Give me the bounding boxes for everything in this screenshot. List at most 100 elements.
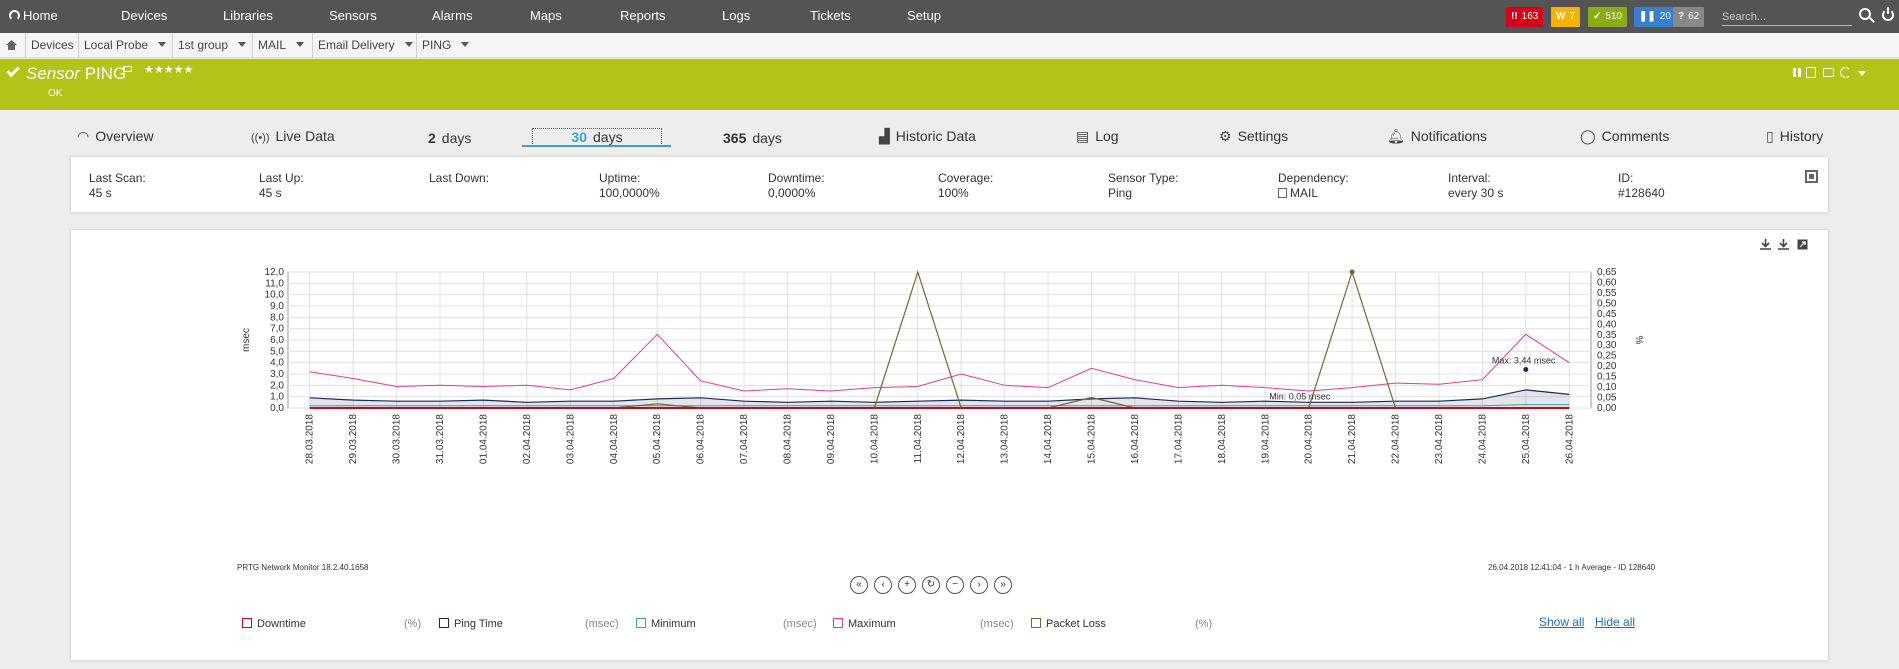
dependency-link[interactable]: MAIL xyxy=(1278,186,1349,201)
breadcrumb-local-probe[interactable]: Local Probe xyxy=(78,33,167,58)
breadcrumb-mail[interactable]: MAIL xyxy=(252,33,305,58)
device-icon xyxy=(1278,188,1287,198)
zoom-in-button[interactable]: + xyxy=(898,576,916,594)
tab-365-days[interactable]: 365 days xyxy=(723,130,782,146)
show-all-link[interactable]: Show all xyxy=(1539,615,1585,629)
nav-libraries[interactable]: Libraries xyxy=(223,8,273,23)
tab-2-days[interactable]: 2 days xyxy=(428,130,472,146)
hide-all-link[interactable]: Hide all xyxy=(1595,615,1636,629)
series-line-maximum xyxy=(309,333,1570,392)
home-gauge-icon xyxy=(9,10,20,21)
checkbox-checked-icon[interactable] xyxy=(439,618,449,628)
y-tick-label: 10,0 xyxy=(265,290,285,301)
logout-power-icon[interactable] xyxy=(1882,7,1894,21)
x-tick-label: 18.04.2018 xyxy=(1217,414,1228,464)
max-marker xyxy=(1523,366,1529,372)
breadcrumb-ping[interactable]: PING xyxy=(416,33,470,58)
unknown-badge[interactable]: ? 62 xyxy=(1673,7,1705,27)
chevron-down-icon[interactable] xyxy=(158,42,167,47)
refresh-icon[interactable] xyxy=(1840,67,1851,78)
legend-packet-loss[interactable]: Packet Loss (%) xyxy=(1031,618,1212,630)
y2-tick-label: 0,30 xyxy=(1597,340,1617,351)
home-icon[interactable] xyxy=(6,40,17,50)
tab-notifications[interactable]: 🔔︎ Notifications xyxy=(1387,128,1488,144)
chevron-down-icon[interactable] xyxy=(461,42,470,47)
y2-tick-label: 0,10 xyxy=(1597,382,1617,393)
nav-logs[interactable]: Logs xyxy=(722,8,751,23)
chevron-down-icon[interactable] xyxy=(238,42,247,47)
tab-30-days[interactable]: 30 days xyxy=(532,128,662,146)
tab-comments[interactable]: ◯ Comments xyxy=(1580,128,1670,144)
history-doc-icon: ▯ xyxy=(1766,128,1774,144)
y-tick-label: 7,0 xyxy=(270,324,284,335)
legend-downtime[interactable]: Downtime (%) xyxy=(242,618,421,630)
nav-first-button[interactable]: « xyxy=(850,576,868,594)
clone-icon[interactable] xyxy=(1806,67,1816,78)
nav-maps[interactable]: Maps xyxy=(530,8,562,23)
breadcrumb-devices[interactable]: Devices xyxy=(25,33,74,58)
tab-live-data[interactable]: ((•)) Live Data xyxy=(251,128,335,144)
paused-badge[interactable]: ❚❚ 20 xyxy=(1634,7,1676,27)
tab-historic-data[interactable]: ▟ Historic Data xyxy=(879,128,976,144)
download-icon[interactable] xyxy=(1760,239,1771,250)
tab-history[interactable]: ▯ History xyxy=(1766,128,1824,144)
tab-overview[interactable]: ◠ Overview xyxy=(77,128,154,144)
nav-home[interactable]: Home xyxy=(9,0,58,33)
nav-prev-button[interactable]: ‹ xyxy=(874,576,892,594)
chevron-down-icon[interactable] xyxy=(1858,71,1866,76)
checkbox-checked-icon[interactable] xyxy=(833,618,843,628)
y-tick-label: 3,0 xyxy=(270,369,284,380)
alarm-down-badge[interactable]: !! 163 xyxy=(1506,7,1544,27)
priority-stars[interactable]: ★★★★★ xyxy=(144,64,194,76)
search-icon[interactable] xyxy=(1859,8,1871,20)
reset-zoom-button[interactable]: ↻ xyxy=(922,576,940,594)
breadcrumb-1st-group[interactable]: 1st group xyxy=(172,33,247,58)
legend-minimum[interactable]: Minimum (msec) xyxy=(636,618,817,630)
chevron-down-icon[interactable] xyxy=(404,42,413,47)
flag-icon[interactable] xyxy=(123,66,132,75)
breadcrumb-email-delivery[interactable]: Email Delivery xyxy=(312,33,413,58)
tab-log[interactable]: ▤ Log xyxy=(1076,128,1119,144)
search-input[interactable] xyxy=(1722,8,1852,26)
email-icon[interactable] xyxy=(1823,68,1834,77)
top-navigation: Home Devices Libraries Sensors Alarms Ma… xyxy=(0,0,1899,33)
y2-tick-label: 0,40 xyxy=(1597,319,1617,330)
pause-icon[interactable] xyxy=(1792,67,1803,78)
nav-alarms[interactable]: Alarms xyxy=(432,8,473,23)
legend-ping-time[interactable]: Ping Time (msec) xyxy=(439,618,619,630)
checkbox-checked-icon[interactable] xyxy=(636,618,646,628)
info-sensor-type: Sensor Type: Ping xyxy=(1108,171,1179,200)
nav-reports[interactable]: Reports xyxy=(620,8,666,23)
up-badge[interactable]: ✓ 510 xyxy=(1588,7,1628,27)
nav-setup[interactable]: Setup xyxy=(907,8,941,23)
nav-devices[interactable]: Devices xyxy=(121,8,168,23)
ping-chart: 0,01,02,03,04,05,06,07,08,09,010,011,012… xyxy=(241,267,1644,464)
nav-next-button[interactable]: › xyxy=(970,576,988,594)
expand-icon[interactable] xyxy=(1797,239,1808,250)
y2-tick-label: 0,65 xyxy=(1597,267,1617,278)
active-tab-indicator xyxy=(522,145,671,147)
y-tick-label: 4,0 xyxy=(270,358,284,369)
y2-axis-label: % xyxy=(1633,336,1644,345)
x-tick-label: 25.04.2018 xyxy=(1521,414,1532,464)
download-csv-icon[interactable] xyxy=(1778,239,1789,250)
x-tick-label: 14.04.2018 xyxy=(1043,414,1054,464)
qr-code-icon[interactable] xyxy=(1805,170,1818,183)
broadcast-icon: ((•)) xyxy=(251,132,270,144)
x-tick-label: 03.04.2018 xyxy=(565,414,576,464)
nav-last-button[interactable]: » xyxy=(994,576,1012,594)
tab-settings[interactable]: ⚙ Settings xyxy=(1219,128,1289,144)
checkbox-checked-icon[interactable] xyxy=(1031,618,1041,628)
nav-tickets[interactable]: Tickets xyxy=(810,8,851,23)
checkbox-checked-icon[interactable] xyxy=(242,618,252,628)
chevron-down-icon[interactable] xyxy=(296,42,305,47)
legend-maximum[interactable]: Maximum (msec) xyxy=(833,618,1014,630)
annotation-max: Max: 3,44 msec xyxy=(1492,355,1556,365)
sensor-info-panel: Last Scan: 45 s Last Up: 45 s Last Down: U… xyxy=(71,157,1828,212)
nav-sensors[interactable]: Sensors xyxy=(329,8,377,23)
sensor-header: Sensor PING ★★★★★ OK xyxy=(0,59,1899,110)
zoom-out-button[interactable]: − xyxy=(946,576,964,594)
x-tick-label: 21.04.2018 xyxy=(1347,414,1358,464)
packet-loss-peak-marker xyxy=(1349,269,1355,275)
